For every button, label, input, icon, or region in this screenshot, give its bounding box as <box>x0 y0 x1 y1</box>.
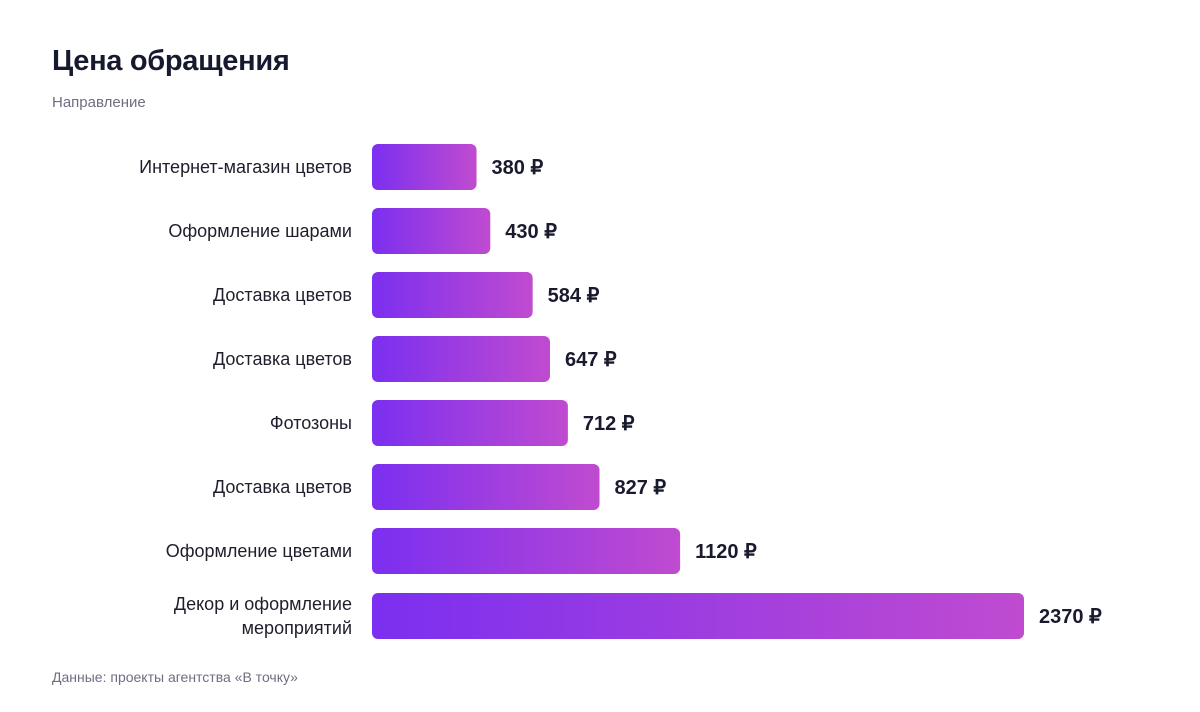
value-label: 712 ₽ <box>583 413 635 435</box>
category-label: Доставка цветов <box>213 477 352 497</box>
bar <box>372 336 550 382</box>
value-label: 380 ₽ <box>492 157 544 179</box>
category-label: Оформление шарами <box>168 221 352 241</box>
bar <box>372 464 600 510</box>
category-label: Интернет-магазин цветов <box>139 157 352 177</box>
chart-subtitle: Направление <box>52 94 146 111</box>
bars-layer: Интернет-магазин цветов 380 ₽ Оформление ш… <box>139 144 1102 639</box>
bar <box>372 144 477 190</box>
bar <box>372 400 568 446</box>
value-label: 827 ₽ <box>615 477 667 499</box>
bar <box>372 593 1024 639</box>
category-label: Доставка цветов <box>213 285 352 305</box>
value-label: 2370 ₽ <box>1039 606 1102 628</box>
category-label: Оформление цветами <box>166 541 352 561</box>
value-label: 1120 ₽ <box>695 541 757 563</box>
bar <box>372 528 681 574</box>
data-source-note: Данные: проекты агентства «В точку» <box>52 669 298 685</box>
category-label: Декор и оформление мероприятий <box>174 594 352 638</box>
bar <box>372 272 533 318</box>
value-label: 647 ₽ <box>565 349 617 371</box>
category-label: Доставка цветов <box>213 349 352 369</box>
chart-title: Цена обращения <box>52 45 290 77</box>
bar <box>372 208 491 254</box>
category-label: Фотозоны <box>270 413 352 433</box>
value-label: 584 ₽ <box>548 285 600 307</box>
value-label: 430 ₽ <box>505 221 557 243</box>
